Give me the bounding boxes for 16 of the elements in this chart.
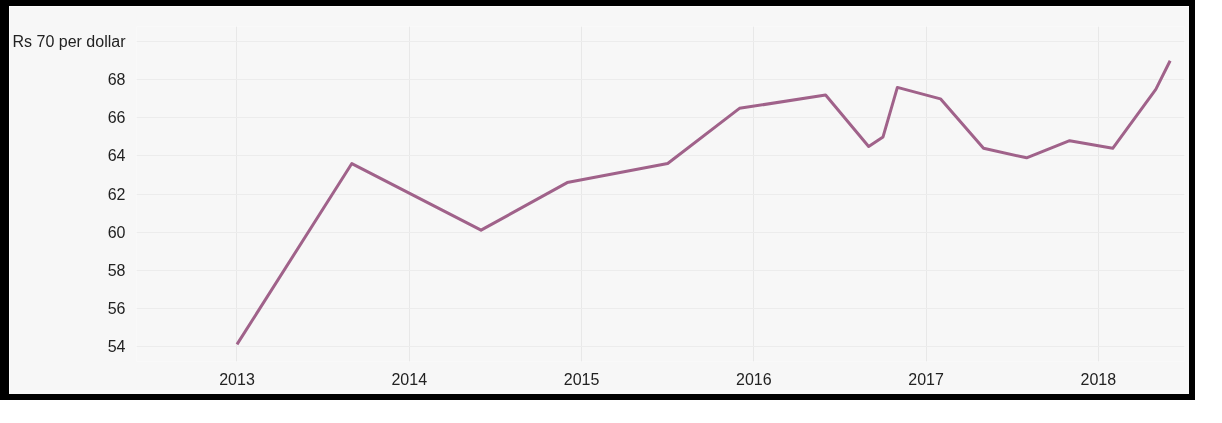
x-tick-label: 2013	[219, 370, 255, 388]
y-tick-label: 66	[107, 109, 126, 127]
x-tick-label: 2015	[563, 370, 600, 388]
x-tick-label: 2014	[391, 370, 428, 388]
y-tick-label: 58	[107, 261, 126, 279]
x-tick-label: 2018	[1080, 370, 1117, 388]
x-tick-label: 2017	[908, 370, 944, 388]
x-tick-label: 2016	[736, 370, 772, 388]
y-tick-label: 68	[107, 71, 126, 89]
y-tick-label: Rs 70 per dollar	[12, 33, 127, 51]
y-tick-label: 60	[107, 223, 126, 241]
y-tick-label: 64	[107, 147, 126, 165]
y-tick-label: 56	[107, 299, 126, 317]
y-tick-label: 54	[107, 337, 126, 355]
line-series	[235, 59, 1172, 346]
y-tick-label: 62	[107, 185, 126, 203]
